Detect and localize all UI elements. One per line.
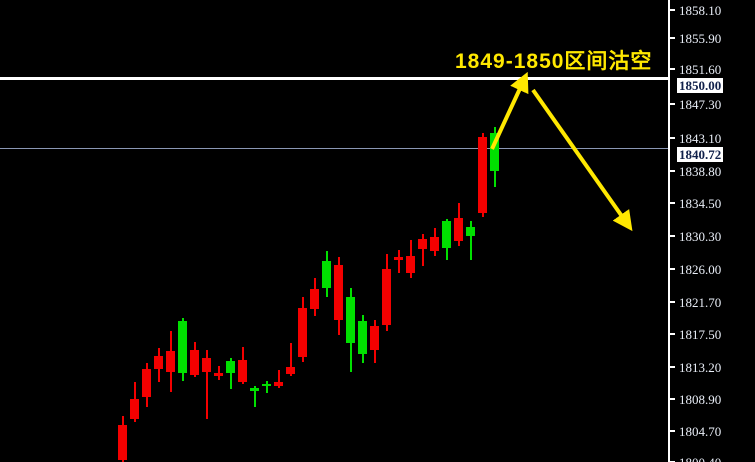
candle-wick <box>469 220 472 260</box>
candle-body <box>478 136 487 213</box>
tick-label: 1808.90 <box>679 392 722 407</box>
candle-wick <box>205 349 208 420</box>
candle-body <box>358 321 367 354</box>
tick-mark <box>670 430 675 432</box>
tick-mark <box>670 333 675 335</box>
tick-mark <box>670 398 675 400</box>
tick-label: 1838.80 <box>679 164 722 179</box>
tick-mark <box>670 301 675 303</box>
reference-line-current-price-1840.72[interactable] <box>0 148 668 149</box>
tick-label: 1813.20 <box>679 360 722 375</box>
candle-wick <box>277 369 280 388</box>
price-tick: 1800.40 <box>670 455 755 462</box>
price-tick: 1847.30 <box>670 97 755 112</box>
tick-label: 1834.50 <box>679 196 722 211</box>
price-tick: 1826.00 <box>670 262 755 277</box>
tick-label: 1800.40 <box>679 455 721 462</box>
candle-body <box>142 368 151 398</box>
candle-body <box>382 269 391 326</box>
tick-label: 1855.90 <box>679 31 722 46</box>
tick-mark <box>670 9 675 11</box>
price-tick-highlighted[interactable]: 1850.00 <box>670 78 755 93</box>
candle-body <box>130 398 139 420</box>
candle-body <box>310 289 319 310</box>
candle-body <box>322 261 331 288</box>
candle-wick <box>253 385 256 407</box>
price-tick: 1804.70 <box>670 424 755 439</box>
annotation-text: 1849-1850区间沽空 <box>455 50 653 73</box>
candle-body <box>262 384 271 387</box>
tick-mark <box>670 366 675 368</box>
candle-body <box>466 226 475 236</box>
candle-wick <box>289 342 292 377</box>
tick-label: 1830.30 <box>679 229 722 244</box>
candle-body <box>346 296 355 343</box>
candle-body <box>190 349 199 375</box>
price-tick: 1851.60 <box>670 62 755 77</box>
tick-label: 1840.72 <box>677 147 724 162</box>
price-tick: 1858.10 <box>670 3 755 18</box>
candle-wick <box>397 249 400 274</box>
tick-mark <box>670 170 675 172</box>
tick-label: 1843.10 <box>679 131 722 146</box>
candle-body <box>166 351 175 372</box>
tick-mark <box>670 68 675 70</box>
candle-wick <box>421 233 424 267</box>
chart-plot-area[interactable] <box>0 0 668 462</box>
candle-body <box>442 220 451 249</box>
tick-label: 1821.70 <box>679 295 722 310</box>
price-tick: 1821.70 <box>670 295 755 310</box>
tick-label: 1850.00 <box>677 78 724 93</box>
candle-body <box>154 355 163 369</box>
candle-body <box>286 366 295 375</box>
price-tick: 1855.90 <box>670 31 755 46</box>
candle-body <box>274 381 283 386</box>
candle-body <box>430 237 439 252</box>
candle-body <box>490 133 499 171</box>
tick-mark <box>670 37 675 39</box>
candle-body <box>298 308 307 358</box>
price-tick: 1808.90 <box>670 392 755 407</box>
tick-mark <box>670 235 675 237</box>
candle-body <box>118 425 127 461</box>
tick-label: 1817.50 <box>679 327 722 342</box>
candle-body <box>370 326 379 351</box>
price-tick: 1838.80 <box>670 164 755 179</box>
candle-body <box>250 387 259 391</box>
candle-body <box>238 359 247 382</box>
candle-body <box>394 257 403 261</box>
candle-body <box>214 372 223 377</box>
candle-wick <box>229 358 232 389</box>
candle-body <box>418 238 427 249</box>
tick-label: 1804.70 <box>679 424 722 439</box>
price-axis[interactable]: 1858.10 1855.90 1851.60 1850.00 1847.30 1843.… <box>668 0 755 462</box>
tick-label: 1847.30 <box>679 97 722 112</box>
tick-label: 1851.60 <box>679 62 722 77</box>
price-tick: 1813.20 <box>670 360 755 375</box>
candle-body <box>202 358 211 372</box>
price-tick: 1830.30 <box>670 229 755 244</box>
candle-body <box>334 264 343 320</box>
candle-wick <box>265 381 268 394</box>
price-tick-highlighted[interactable]: 1840.72 <box>670 147 755 162</box>
tick-label: 1826.00 <box>679 262 722 277</box>
price-tick: 1834.50 <box>670 196 755 211</box>
price-tick: 1843.10 <box>670 131 755 146</box>
candle-body <box>178 321 187 373</box>
tick-mark <box>670 137 675 139</box>
candle-body <box>454 217 463 242</box>
tick-mark <box>670 268 675 270</box>
candle-body <box>226 361 235 373</box>
reference-line-resistance-1850[interactable] <box>0 77 668 80</box>
candle-body <box>406 256 415 273</box>
price-tick: 1817.50 <box>670 327 755 342</box>
tick-mark <box>670 202 675 204</box>
tick-label: 1858.10 <box>679 3 722 18</box>
tick-mark <box>670 103 675 105</box>
